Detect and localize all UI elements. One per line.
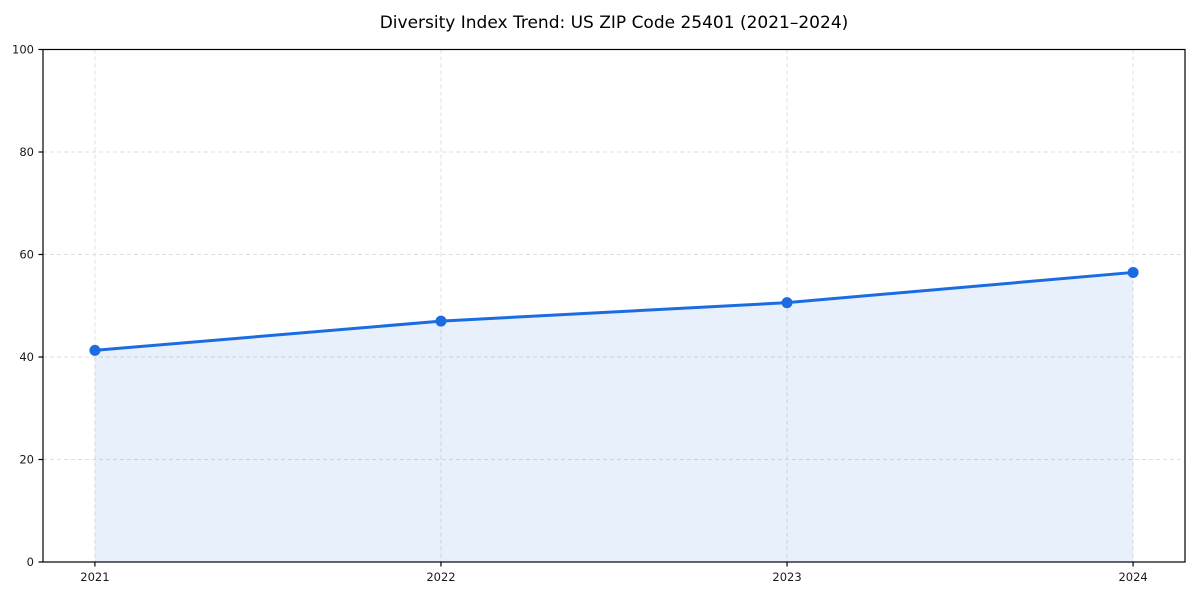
series-area-fill xyxy=(94,272,1134,562)
data-point-2021 xyxy=(89,344,101,356)
series-line xyxy=(93,270,1135,352)
y-tick-label: 60 xyxy=(19,248,34,262)
plot-border xyxy=(42,48,1186,563)
y-tick-label: 80 xyxy=(19,145,34,159)
x-tick-label: 2021 xyxy=(80,570,109,584)
x-tick-label: 2024 xyxy=(1118,570,1147,584)
data-point-2022 xyxy=(435,315,447,327)
y-tick-label: 20 xyxy=(19,453,34,467)
x-tick-label: 2023 xyxy=(772,570,801,584)
y-tick-label: 100 xyxy=(12,43,34,57)
x-tick-label: 2022 xyxy=(426,570,455,584)
data-point-2024 xyxy=(1127,266,1139,278)
y-tick-label: 40 xyxy=(19,350,34,364)
y-tick-label: 0 xyxy=(27,555,34,569)
data-point-2023 xyxy=(781,297,793,309)
chart-title: Diversity Index Trend: US ZIP Code 25401… xyxy=(379,13,849,33)
